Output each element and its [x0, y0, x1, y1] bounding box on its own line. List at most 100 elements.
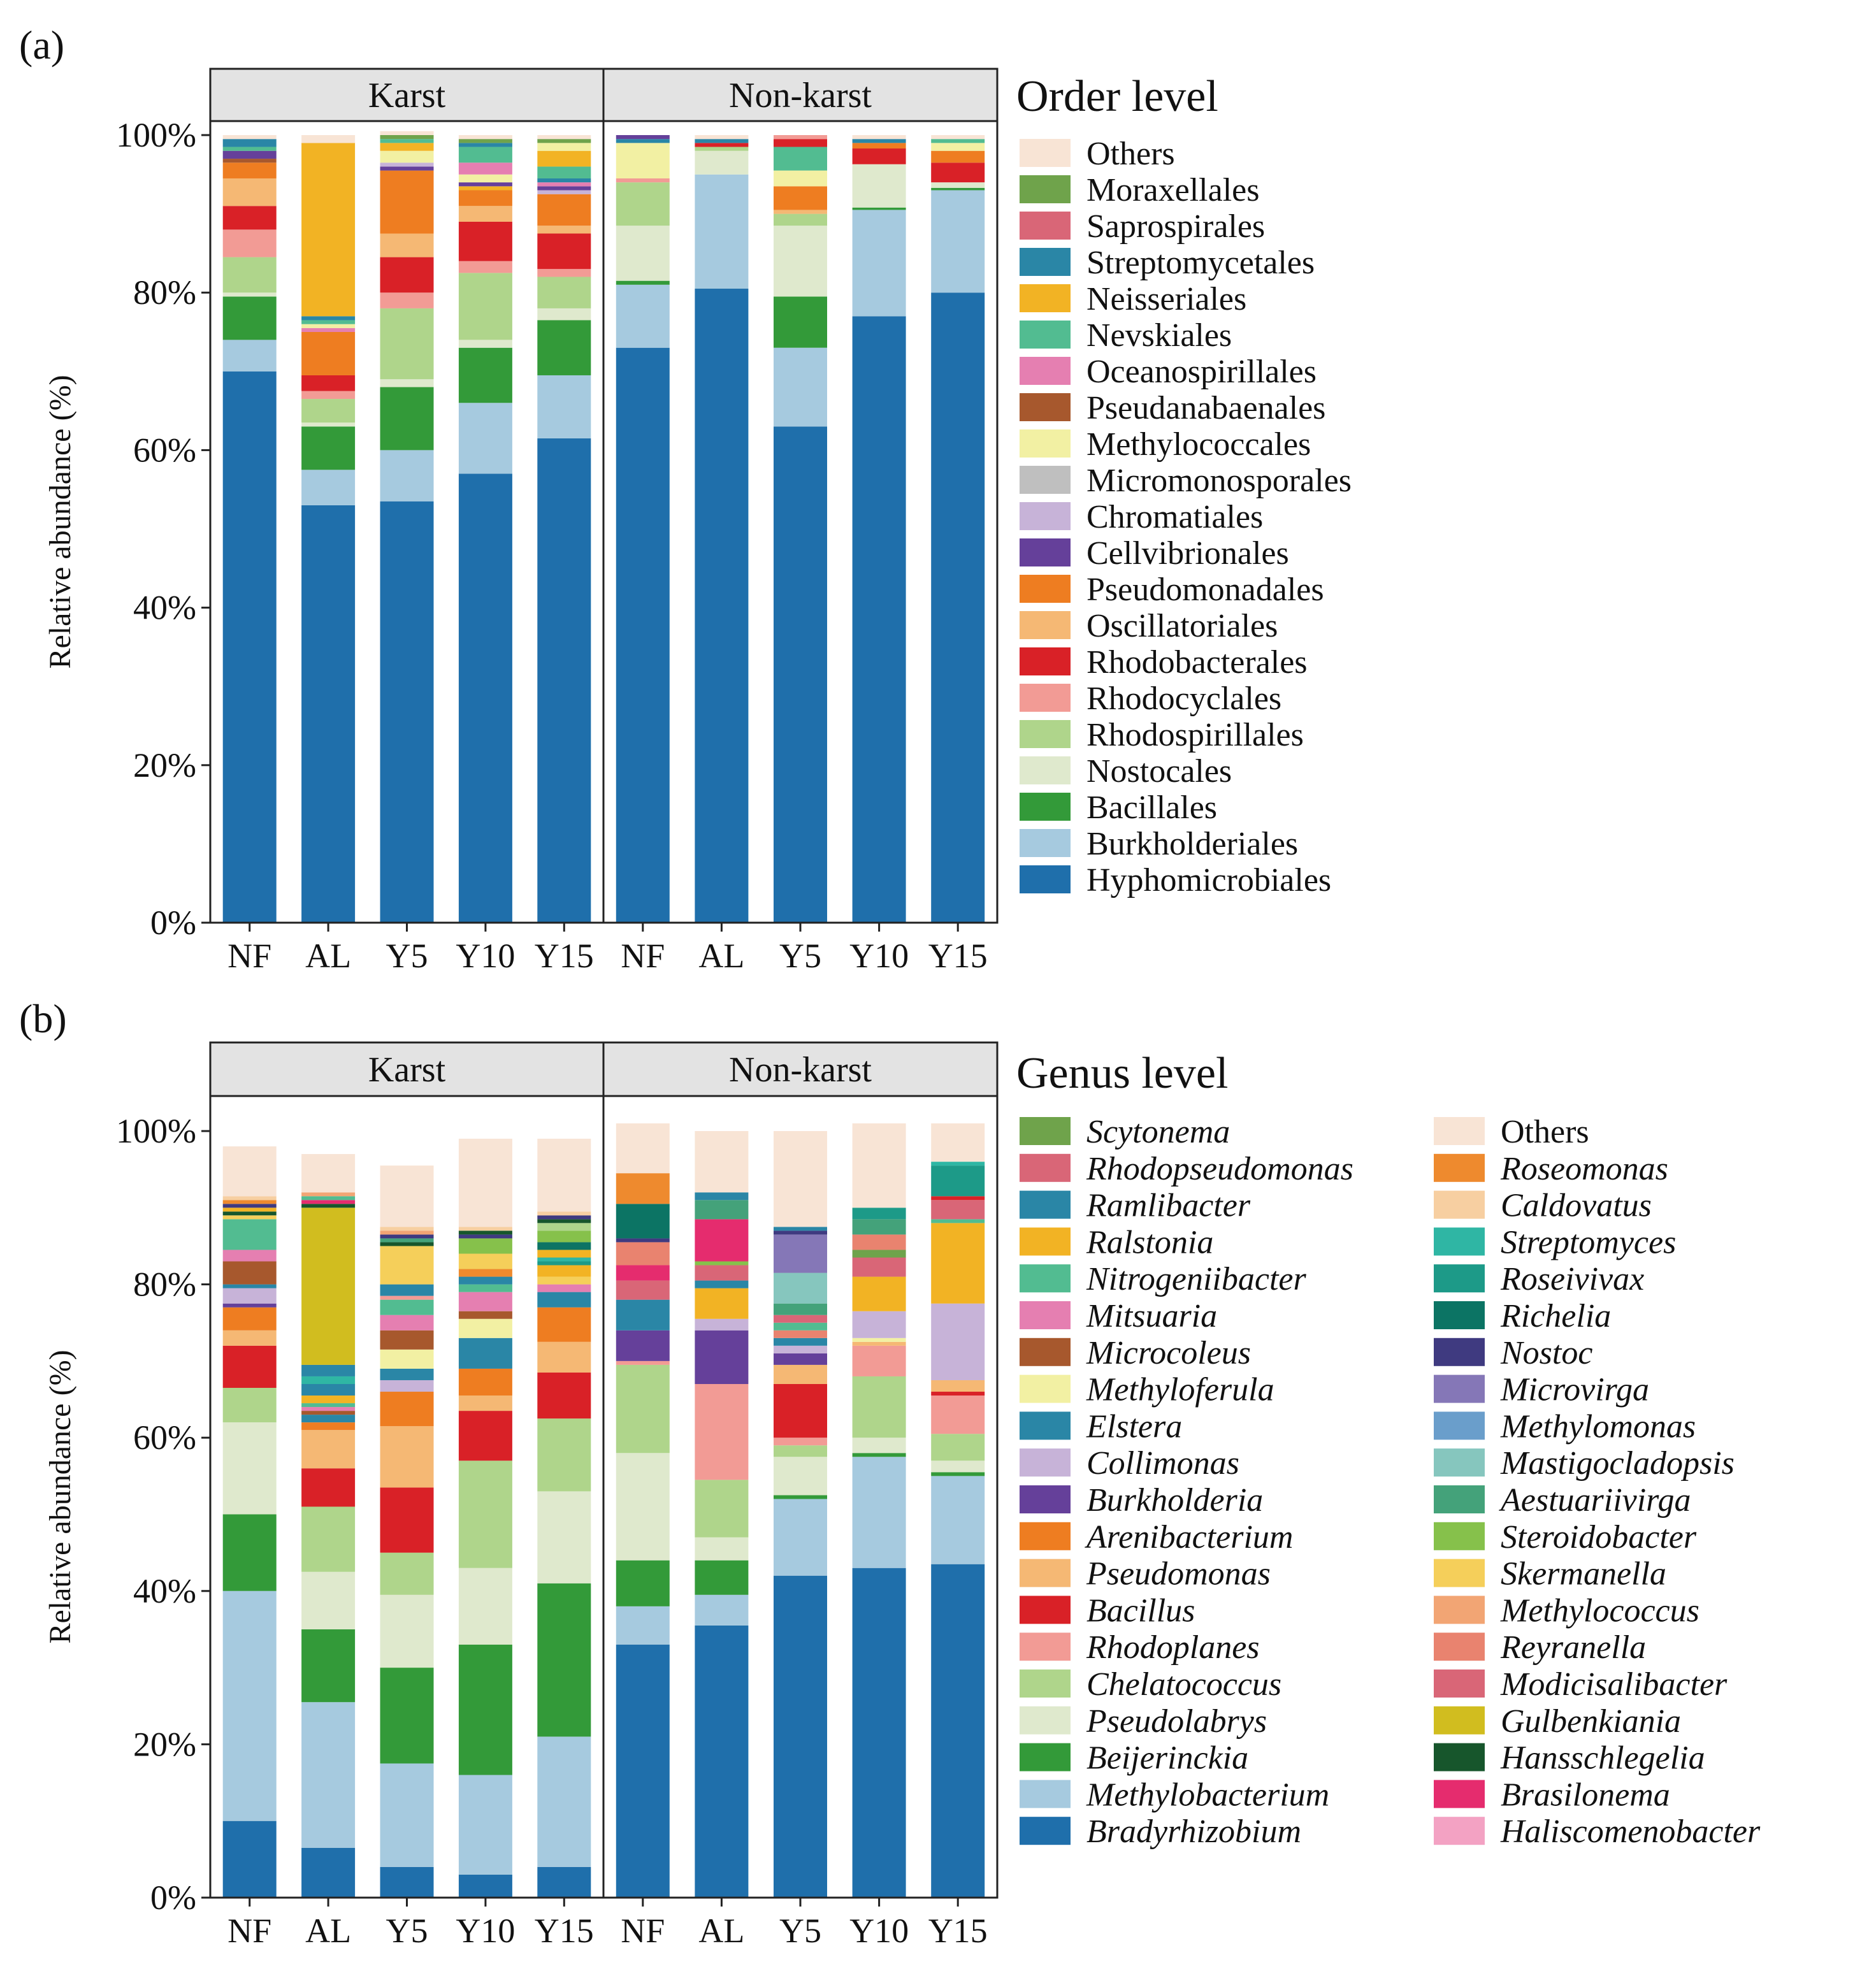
bar-segment	[774, 1234, 827, 1273]
bar-segment	[301, 1571, 356, 1629]
y-tick-label: 100%	[116, 116, 196, 154]
legend-label: Mitsuaria	[1086, 1298, 1217, 1334]
legend-label: Mastigocladopsis	[1500, 1445, 1735, 1482]
bar-segment	[852, 164, 906, 208]
x-tick-label: Y15	[535, 937, 594, 975]
bar-segment	[616, 178, 670, 183]
bar-segment	[616, 284, 670, 348]
bar-segment	[458, 143, 512, 147]
x-tick-label: AL	[305, 1912, 351, 1950]
bar-segment	[380, 170, 434, 234]
bar-segment	[852, 1438, 906, 1453]
bar-segment	[695, 289, 749, 923]
bar-segment	[931, 1434, 985, 1461]
bar-karst-al	[301, 1154, 356, 1898]
bar-segment	[458, 1238, 512, 1254]
bar-segment	[852, 1311, 906, 1338]
bar-segment	[301, 1192, 356, 1197]
bar-segment	[931, 1123, 985, 1162]
legend-swatch	[1020, 1706, 1071, 1734]
bar-segment	[222, 1219, 277, 1250]
bar-segment	[222, 292, 277, 297]
legend-swatch	[1020, 1670, 1071, 1698]
legend-swatch	[1434, 1117, 1485, 1145]
bar-segment	[616, 1265, 670, 1281]
bar-non-karst-y10	[852, 135, 906, 923]
x-tick-label: NF	[621, 1912, 665, 1950]
bar-karst-y5	[380, 131, 434, 923]
bar-segment	[616, 1123, 670, 1174]
legend-label: Reyranella	[1500, 1629, 1646, 1666]
bar-segment	[380, 387, 434, 451]
bar-segment	[537, 1242, 591, 1250]
facet-label: Non-karst	[729, 1050, 872, 1090]
bar-segment	[774, 1499, 827, 1576]
bar-segment	[852, 1257, 906, 1277]
legend-swatch	[1020, 1190, 1071, 1219]
bar-segment	[616, 280, 670, 285]
bar-segment	[931, 1472, 985, 1476]
bar-segment	[537, 277, 591, 308]
bar-segment	[380, 1380, 434, 1392]
bar-segment	[458, 190, 512, 206]
x-tick-label: Y15	[928, 1912, 988, 1950]
y-tick-label: 0%	[150, 904, 196, 942]
bar-segment	[852, 1208, 906, 1220]
bar-segment	[931, 1380, 985, 1392]
legend-swatch	[1020, 1117, 1071, 1145]
bar-segment	[695, 1219, 749, 1262]
bar-segment	[222, 150, 277, 159]
bar-segment	[774, 1322, 827, 1331]
bar-segment	[852, 1276, 906, 1311]
bar-segment	[774, 186, 827, 210]
bar-segment	[695, 1383, 749, 1480]
bar-segment	[301, 328, 356, 332]
legend-swatch	[1020, 1633, 1071, 1661]
bar-segment	[774, 1330, 827, 1338]
bar-segment	[458, 182, 512, 187]
legend-swatch	[1020, 1559, 1071, 1587]
bar-segment	[458, 261, 512, 273]
bar-non-karst-y5	[774, 135, 827, 923]
bar-segment	[301, 1847, 356, 1898]
bar-segment	[537, 150, 591, 167]
bar-segment	[458, 1234, 512, 1239]
bar-segment	[380, 1230, 434, 1235]
bar-segment	[222, 229, 277, 257]
bar-segment	[380, 1299, 434, 1315]
legend-label: Methylococcales	[1086, 426, 1311, 463]
legend-label: Rhodopseudomonas	[1086, 1151, 1353, 1187]
bar-segment	[537, 1418, 591, 1492]
bar-segment	[222, 1196, 277, 1201]
bar-segment	[222, 1215, 277, 1220]
bar-segment	[380, 292, 434, 308]
legend-label: Oceanospirillales	[1086, 354, 1317, 390]
bar-segment	[537, 1230, 591, 1243]
legend-swatch	[1434, 1411, 1485, 1440]
bar-segment	[931, 190, 985, 293]
legend-swatch	[1020, 248, 1071, 276]
bar-segment	[774, 1495, 827, 1499]
legend-swatch	[1020, 139, 1071, 167]
bar-segment	[458, 186, 512, 191]
legend-swatch	[1434, 1559, 1485, 1587]
bar-karst-y5	[380, 1165, 434, 1898]
bar-segment	[380, 1165, 434, 1227]
legend-swatch	[1434, 1817, 1485, 1845]
bar-segment	[301, 1200, 356, 1204]
legend-label: Saprospirales	[1086, 208, 1265, 245]
bar-segment	[774, 1227, 827, 1231]
bar-karst-al	[301, 135, 356, 923]
bar-segment	[380, 1349, 434, 1369]
legend-label: Ramlibacter	[1086, 1188, 1251, 1224]
bar-segment	[380, 1866, 434, 1898]
bar-segment	[222, 1250, 277, 1262]
bar-segment	[380, 1238, 434, 1243]
bar-segment	[774, 1353, 827, 1365]
bar-segment	[931, 1165, 985, 1197]
bar-segment	[222, 1590, 277, 1821]
bar-segment	[616, 1280, 670, 1300]
x-tick-label: Y10	[849, 1912, 909, 1950]
bar-segment	[380, 1763, 434, 1867]
